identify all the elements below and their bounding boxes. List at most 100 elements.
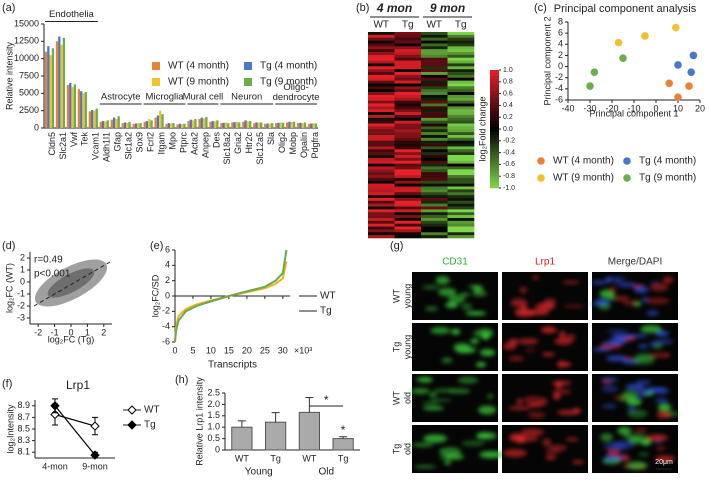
heatmap-texture (394, 149, 422, 153)
heatmap-texture (394, 203, 422, 207)
stain (609, 285, 616, 294)
heatmap-texture (368, 100, 395, 104)
heatmap-texture (447, 52, 475, 56)
point (619, 54, 627, 63)
bar (91, 109, 94, 128)
heatmap-texture (421, 40, 448, 44)
heatmap-texture (394, 183, 422, 187)
colorbar-segment (490, 161, 499, 165)
stain (479, 348, 496, 357)
heatmap-texture (421, 175, 448, 179)
bar (134, 123, 138, 128)
stain (562, 280, 580, 285)
bar (255, 122, 258, 128)
stain (558, 330, 566, 340)
point (50, 401, 60, 411)
heatmap-texture (368, 32, 395, 36)
bar (235, 121, 239, 128)
stain (456, 348, 476, 354)
heatmap-texture (421, 157, 448, 162)
heatmap-texture (394, 46, 422, 50)
bar (298, 411, 320, 451)
stain (619, 454, 630, 462)
bar (148, 118, 151, 128)
heatmap-texture (447, 63, 475, 67)
stain (654, 398, 669, 403)
x-tick-label: Itgam (156, 132, 166, 155)
y-tick-label: 0 (558, 61, 563, 71)
x-tick-label: 25 (260, 345, 270, 355)
bar (110, 119, 113, 128)
bar (238, 122, 241, 128)
heatmap-texture (394, 86, 422, 90)
stain (615, 296, 630, 302)
heatmap-texture (421, 46, 448, 50)
y-tick-label: 2 (165, 275, 170, 285)
heatmap-texture (421, 129, 448, 133)
heatmap-texture (447, 177, 475, 182)
heatmap-texture (368, 215, 395, 219)
heatmap-texture (394, 152, 422, 156)
heatmap-texture (447, 229, 475, 233)
heatmap-texture (368, 189, 395, 193)
colorbar-label: log₂Fold change (477, 96, 487, 161)
point (614, 38, 623, 47)
heatmap-texture (394, 212, 422, 216)
legend-label: WT (9 month) (553, 173, 614, 184)
bar (178, 123, 181, 128)
heatmap-texture (447, 46, 475, 50)
stain (428, 392, 437, 398)
heatmap-texture (421, 94, 448, 99)
bar (154, 117, 157, 128)
heatmap-texture (394, 83, 422, 87)
x-tick-label: Mobp (288, 132, 298, 155)
point-cloud (33, 259, 111, 307)
colorbar-segment (490, 114, 499, 118)
stain (435, 275, 450, 285)
heatmap-texture (368, 149, 395, 153)
x-tick-label: Ptprc (178, 132, 188, 154)
heatmap-texture (394, 54, 422, 59)
micrograph-texture (591, 324, 674, 365)
bar (93, 110, 96, 128)
stain (508, 355, 524, 362)
series-line (54, 405, 96, 456)
heatmap-texture (421, 32, 448, 36)
heatmap-texture (447, 126, 475, 130)
heatmap-texture (421, 140, 448, 144)
colorbar-tick-label: 0.0 (503, 126, 513, 133)
heatmap-texture (368, 146, 395, 150)
heatmap-texture (368, 46, 395, 50)
heatmap-texture (447, 215, 475, 219)
y-tick-label: 0.5 (207, 433, 220, 443)
heatmap-texture (368, 169, 395, 173)
heatmap-texture (394, 117, 422, 121)
heatmap-texture (447, 74, 475, 79)
heatmap-texture (447, 83, 475, 87)
stain (591, 348, 612, 352)
heatmap-texture (368, 97, 395, 101)
colorbar-tick-label: 0.6 (503, 90, 513, 97)
column-label: Merge/DAPI (608, 257, 662, 268)
panel-label: (a) (2, 2, 15, 14)
stain (457, 376, 479, 384)
bar (264, 123, 267, 128)
heatmap-texture (447, 223, 475, 227)
bar (227, 123, 230, 128)
heatmap-texture (394, 175, 422, 179)
micrograph-texture (590, 276, 674, 316)
legend-marker (623, 174, 631, 182)
error-bar (339, 436, 348, 439)
y-tick-label: 12500 (14, 36, 39, 46)
heatmap-texture (394, 112, 422, 116)
point (689, 51, 698, 60)
micrograph-texture (430, 326, 496, 368)
colorbar-segment (490, 93, 499, 97)
colorbar-segment (490, 185, 499, 189)
heatmap-texture (447, 117, 475, 121)
heatmap-texture (447, 135, 475, 139)
heatmap-texture (368, 166, 395, 170)
heatmap-texture (368, 92, 395, 96)
heatmap-texture (447, 166, 475, 170)
error-bar (305, 397, 314, 413)
